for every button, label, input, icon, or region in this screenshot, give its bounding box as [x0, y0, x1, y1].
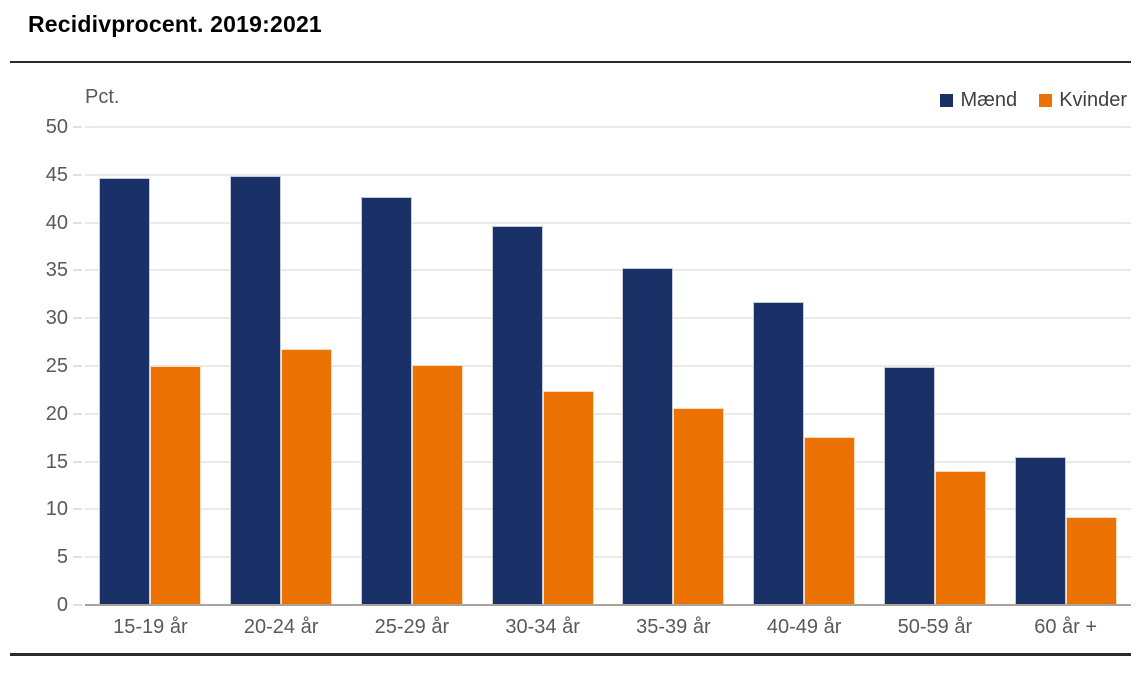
kvinder-legend-label: Kvinder	[1059, 89, 1127, 111]
bar-m-nd-5	[753, 301, 805, 605]
gridline-25	[85, 365, 1131, 367]
bar-group-5	[739, 127, 870, 605]
kvinder-legend-swatch-icon	[1039, 94, 1053, 107]
bar-m-nd-3	[491, 226, 543, 605]
bar-kvinder-4	[673, 408, 725, 605]
bar-group-4	[608, 127, 739, 605]
y-axis-tick	[73, 508, 82, 510]
x-axis-label: 50-59 år	[897, 616, 973, 638]
title-divider	[10, 61, 1131, 63]
gridline-15	[85, 461, 1131, 463]
bar-group-0	[85, 127, 216, 605]
bar-group-3	[477, 127, 608, 605]
x-axis-label: 35-39 år	[636, 616, 711, 638]
y-axis-label: 50	[45, 116, 68, 138]
y-axis-label: 35	[45, 259, 68, 282]
bar-group-1	[216, 127, 347, 605]
x-axis-label: 25-29 år	[374, 616, 450, 638]
y-axis-tick	[73, 269, 82, 271]
x-axis-label: 60 år +	[1034, 616, 1098, 638]
y-axis-tick	[73, 556, 82, 558]
bar-kvinder-1	[281, 348, 333, 605]
bar-kvinder-7	[1065, 517, 1117, 605]
y-axis-tick	[73, 365, 82, 367]
y-axis-label: 5	[56, 546, 68, 569]
bar-m-nd-0	[99, 177, 151, 605]
x-axis-label: 30-34 år	[505, 616, 580, 638]
bar-kvinder-2	[411, 365, 463, 605]
y-axis-tick	[73, 174, 82, 176]
bar-group-6	[870, 127, 1001, 605]
gridline-50	[85, 126, 1131, 128]
x-axis-label: 40-49 år	[766, 616, 842, 638]
y-axis-tick	[73, 222, 82, 224]
y-axis-tick	[73, 413, 82, 415]
bar-kvinder-6	[934, 471, 986, 605]
bar-m-nd-1	[230, 175, 282, 605]
y-axis-unit-label: Pct.	[85, 86, 120, 108]
legend-item-maend: Mænd	[940, 89, 1017, 112]
maend-legend-label: Mænd	[960, 89, 1018, 111]
bar-group-2	[347, 127, 478, 605]
bottom-divider	[10, 653, 1131, 656]
legend: Mænd Kvinder	[940, 89, 1127, 112]
y-axis-tick	[73, 126, 82, 128]
y-axis-label: 45	[45, 163, 68, 186]
y-axis-label: 30	[45, 307, 68, 330]
gridline-40	[85, 222, 1131, 224]
y-axis-label: 15	[45, 450, 68, 473]
legend-item-kvinder: Kvinder	[1039, 89, 1127, 112]
y-axis-label: 25	[45, 355, 68, 377]
x-axis-labels: 15-19 år 20-24 år 25-29 år 30-34 år 35-39 år…	[85, 616, 1131, 639]
bar-kvinder-5	[804, 436, 856, 605]
x-axis-label: 20-24 år	[243, 616, 319, 638]
bar-kvinder-3	[542, 390, 594, 605]
bar-groups	[85, 127, 1131, 605]
gridline-10	[85, 508, 1131, 510]
y-axis-label: 20	[45, 402, 68, 425]
gridline-45	[85, 174, 1131, 176]
x-axis-label: 15-19 år	[113, 616, 188, 638]
bar-kvinder-0	[150, 366, 202, 605]
bar-group-7	[1000, 127, 1131, 605]
gridline-30	[85, 317, 1131, 319]
y-axis-label: 10	[45, 498, 68, 521]
gridline-5	[85, 556, 1131, 558]
maend-legend-swatch-icon	[940, 94, 954, 107]
y-axis-label: 40	[45, 211, 68, 234]
bar-m-nd-6	[883, 366, 935, 605]
bar-m-nd-2	[360, 196, 412, 605]
y-axis-label: 0	[56, 594, 68, 616]
y-axis-tick	[73, 461, 82, 463]
bar-m-nd-4	[622, 267, 674, 605]
plot-area: 0 5 10 15 20 25 30 35 40 45 50	[46, 117, 1131, 615]
y-axis-tick	[73, 604, 82, 606]
bar-m-nd-7	[1014, 456, 1066, 605]
gridline-20	[85, 413, 1131, 415]
gridline-35	[85, 269, 1131, 271]
x-axis-line	[85, 604, 1131, 606]
page-title: Recidivprocent. 2019:2021	[28, 11, 322, 37]
y-axis-tick	[73, 317, 82, 319]
